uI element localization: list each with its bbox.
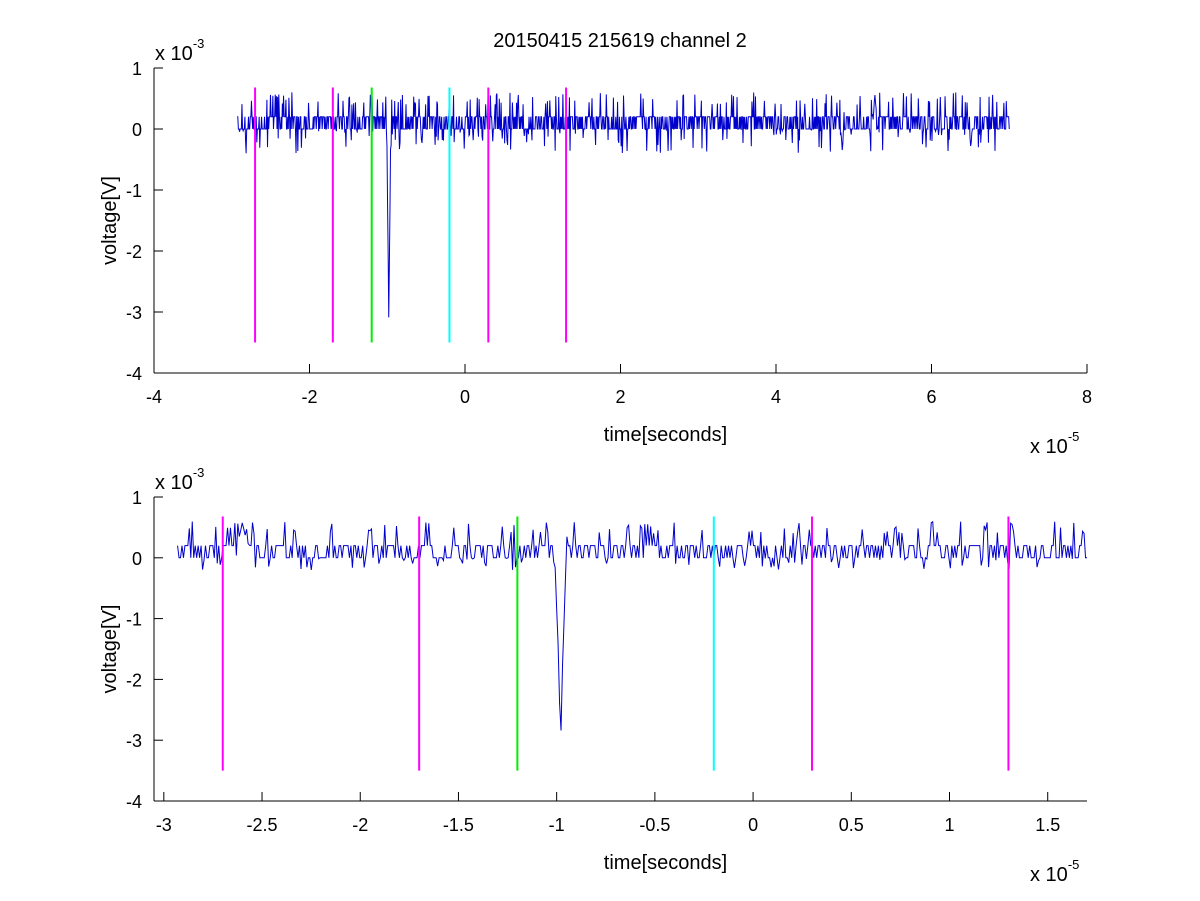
x-tick-label: 8 [1082,387,1092,407]
y-tick-label: -4 [126,364,142,384]
x-multiplier-base: x 10 [1030,864,1068,886]
y-tick-label: 1 [132,488,142,508]
y-tick-label: -1 [126,610,142,630]
y-tick-label: 0 [132,549,142,569]
y-tick-label: -3 [126,303,142,323]
y-tick-label: 0 [132,120,142,140]
x-multiplier-label: x 10-5 [1030,429,1079,458]
y-tick-label: -4 [126,792,142,812]
y-tick-label: -3 [126,731,142,751]
x-tick-label: -0.5 [639,815,670,835]
x-tick-label: 0.5 [839,815,864,835]
y-tick-label: -1 [126,181,142,201]
x-multiplier-exp: -5 [1068,429,1080,444]
x-tick-label: -4 [146,387,162,407]
y-multiplier-base: x 10 [155,43,193,65]
y-tick-label: -2 [126,242,142,262]
y-multiplier-exp: -3 [193,36,205,51]
x-tick-label: -3 [156,815,172,835]
x-tick-label: 0 [748,815,758,835]
x-tick-label: -1.5 [443,815,474,835]
y-axis-label: voltage[V] [99,176,121,265]
y-multiplier-base: x 10 [155,472,193,494]
y-tick-label: 1 [132,59,142,79]
y-tick-label: -2 [126,670,142,690]
y-multiplier-label: x 10-3 [155,36,204,65]
x-multiplier-base: x 10 [1030,436,1068,458]
x-tick-label: 1 [944,815,954,835]
x-multiplier-exp: -5 [1068,857,1080,872]
chart-title: 20150415 215619 channel 2 [493,30,747,52]
x-multiplier-label: x 10-5 [1030,857,1079,886]
y-multiplier-exp: -3 [193,465,205,480]
x-tick-label: -2 [301,387,317,407]
x-tick-label: -2 [352,815,368,835]
x-axis-label: time[seconds] [604,852,727,874]
x-tick-label: 4 [771,387,781,407]
x-tick-label: -2.5 [247,815,278,835]
x-axis-label: time[seconds] [604,424,727,446]
y-multiplier-label: x 10-3 [155,465,204,494]
bottom-subplot: -3 -2.5 -2 -1.5 -1 -0.5 0 0.5 1 1.5 1 0 -1 -2 -3 -4 time… [99,465,1087,886]
x-tick-label: 0 [460,387,470,407]
y-axis-label: voltage[V] [99,605,121,694]
signal-trace [237,92,1010,318]
x-tick-label: 6 [926,387,936,407]
x-tick-label: -1 [549,815,565,835]
x-tick-label: 2 [615,387,625,407]
top-subplot: -4 -2 0 2 4 6 810-1-2-3-4time[seconds]voltage[… [99,36,1092,458]
x-tick-label: 1.5 [1035,815,1060,835]
signal-trace [177,520,1087,731]
